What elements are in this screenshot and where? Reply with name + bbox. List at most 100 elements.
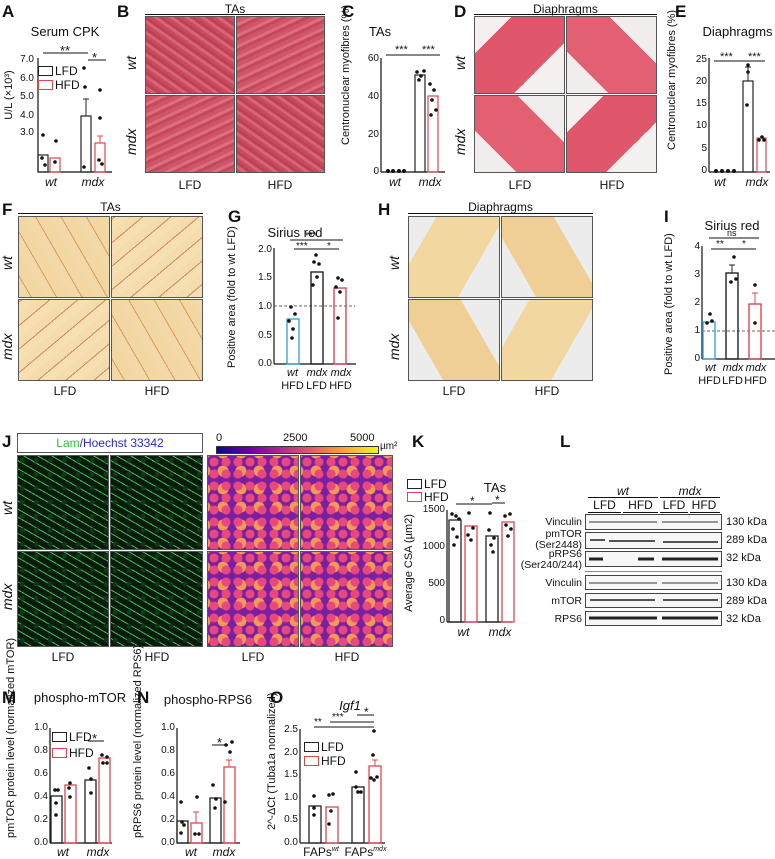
header-rule bbox=[18, 213, 203, 214]
panel-header-b: TAs bbox=[224, 2, 246, 16]
y-tick: 3.0 bbox=[20, 127, 34, 138]
y-tick: 2.0 bbox=[284, 747, 298, 758]
sig-marker: * bbox=[217, 735, 223, 750]
sig-marker: * bbox=[364, 705, 369, 719]
x-tick-wt: wt bbox=[457, 625, 470, 639]
legend-hfd: HFD bbox=[52, 746, 94, 760]
y-tick: 0.8 bbox=[161, 745, 175, 756]
x-tick-wt: wt bbox=[45, 175, 57, 189]
bar-chart-k bbox=[446, 502, 515, 623]
y-tick: 0 bbox=[373, 166, 379, 177]
sig-marker: *** bbox=[748, 51, 761, 63]
y-tick: 5.0 bbox=[20, 91, 34, 102]
subgroup-rule bbox=[588, 512, 621, 513]
group-rule bbox=[660, 497, 720, 498]
legend-hfd: HFD bbox=[304, 754, 346, 768]
x-tick-top: mdx bbox=[745, 362, 767, 374]
micrograph-h-wt-lfd bbox=[408, 216, 500, 298]
scale-tick: 5000 bbox=[350, 432, 375, 444]
legend-hfd: HFD bbox=[38, 78, 80, 92]
y-tick: 60 bbox=[367, 53, 379, 64]
chart-title-c: TAs bbox=[368, 24, 392, 39]
legend-lfd: LFD bbox=[304, 740, 344, 754]
y-tick: 0.2 bbox=[34, 814, 48, 825]
bar-chart-o bbox=[299, 714, 385, 844]
legend-swatch-hfd bbox=[52, 748, 67, 758]
sig-marker: * bbox=[470, 494, 475, 508]
y-tick: 6.0 bbox=[20, 73, 34, 84]
x-tick-wt: wt bbox=[389, 175, 401, 189]
col-label-lfd: LFD bbox=[442, 384, 466, 398]
panel-header-d: Diaphragms bbox=[533, 2, 598, 16]
x-tick-top: mdx bbox=[306, 367, 328, 379]
panel-label-l: L bbox=[560, 432, 571, 451]
y-tick: 4 bbox=[694, 241, 700, 252]
y-tick: 20 bbox=[695, 76, 707, 87]
micrograph-b-wt-lfd bbox=[145, 16, 235, 94]
legend-swatch-lfd bbox=[38, 66, 53, 76]
y-tick: 0.2 bbox=[161, 814, 175, 825]
micrograph-b-mdx-hfd bbox=[236, 95, 325, 173]
col-label-hfd: HFD bbox=[144, 650, 170, 664]
legend-hfd: HFD bbox=[407, 490, 449, 504]
y-tick: 2.0 bbox=[258, 244, 272, 255]
y-tick: 0 bbox=[439, 615, 445, 626]
panel-label-d: D bbox=[454, 2, 467, 21]
panel-label-n: N bbox=[137, 688, 150, 707]
micrograph-j-mdx-lfd bbox=[17, 551, 109, 647]
y-tick: 5 bbox=[701, 143, 707, 154]
bar-chart-i bbox=[701, 237, 775, 360]
bar-chart-e bbox=[708, 58, 770, 173]
y-tick: 15 bbox=[695, 98, 707, 109]
chart-title-e: Diaphragms bbox=[702, 24, 773, 39]
panel-label-o: O bbox=[270, 688, 284, 707]
blot-bands bbox=[589, 521, 718, 620]
col-label-hfd: HFD bbox=[334, 650, 360, 664]
y-tick: 4.0 bbox=[20, 110, 34, 121]
y-tick: 1.5 bbox=[258, 272, 272, 283]
x-tick-faps-wt: FAPswt bbox=[303, 845, 339, 859]
blot-label: mTOR bbox=[551, 595, 582, 607]
blot-label: pRPS6 (Ser240/244) bbox=[520, 548, 582, 571]
stain-legend: Lam/Hoechst 33342 bbox=[17, 433, 203, 453]
col-label-lfd: LFD bbox=[51, 650, 75, 664]
chart-title-n: phospho-RPS6 bbox=[163, 692, 253, 707]
blot-divider bbox=[585, 571, 722, 572]
mw-label: 289 kDa bbox=[726, 595, 767, 607]
subgroup-rule bbox=[660, 512, 688, 513]
sig-marker: ns bbox=[727, 228, 737, 238]
group-label-mdx: mdx bbox=[678, 484, 702, 498]
micrograph-h-wt-hfd bbox=[501, 216, 593, 298]
micrograph-f-wt-lfd bbox=[18, 216, 110, 298]
y-tick: 0.4 bbox=[161, 791, 175, 802]
sig-marker: *** bbox=[305, 231, 317, 242]
y-tick: 1 bbox=[694, 325, 700, 336]
header-rule bbox=[474, 14, 657, 15]
scale-unit: µm² bbox=[380, 441, 398, 452]
y-tick: 0.0 bbox=[258, 358, 272, 369]
panel-label-c: C bbox=[342, 2, 355, 21]
x-tick-top: mdx bbox=[330, 367, 352, 379]
panel-label-k: K bbox=[412, 432, 425, 451]
y-tick: 500 bbox=[428, 578, 445, 589]
blot-label: RPS6 bbox=[554, 613, 582, 625]
y-tick: 40 bbox=[367, 91, 379, 102]
micrograph-d-wt-hfd bbox=[566, 16, 657, 94]
mw-label: 130 kDa bbox=[726, 516, 767, 528]
y-tick: 1.5 bbox=[284, 769, 298, 780]
subgroup-label: HFD bbox=[628, 498, 653, 512]
x-tick-bottom: LFD bbox=[306, 380, 327, 392]
x-tick-top: mdx bbox=[722, 362, 744, 374]
x-tick-mdx: mdx bbox=[418, 175, 442, 189]
csa-map-mdx-hfd bbox=[300, 551, 393, 647]
panel-header-h: Diaphragms bbox=[468, 200, 533, 214]
x-tick-bottom: HFD bbox=[329, 380, 352, 392]
x-tick-mdx: mdx bbox=[81, 175, 105, 189]
micrograph-j-mdx-hfd bbox=[110, 551, 203, 647]
y-tick: 10 bbox=[695, 120, 707, 131]
micrograph-j-wt-hfd bbox=[110, 455, 203, 550]
y-tick: 1.0 bbox=[161, 722, 175, 733]
x-tick-mdx: mdx bbox=[86, 845, 110, 859]
sig-marker: ** bbox=[314, 717, 322, 728]
panel-label-e: E bbox=[675, 2, 687, 21]
